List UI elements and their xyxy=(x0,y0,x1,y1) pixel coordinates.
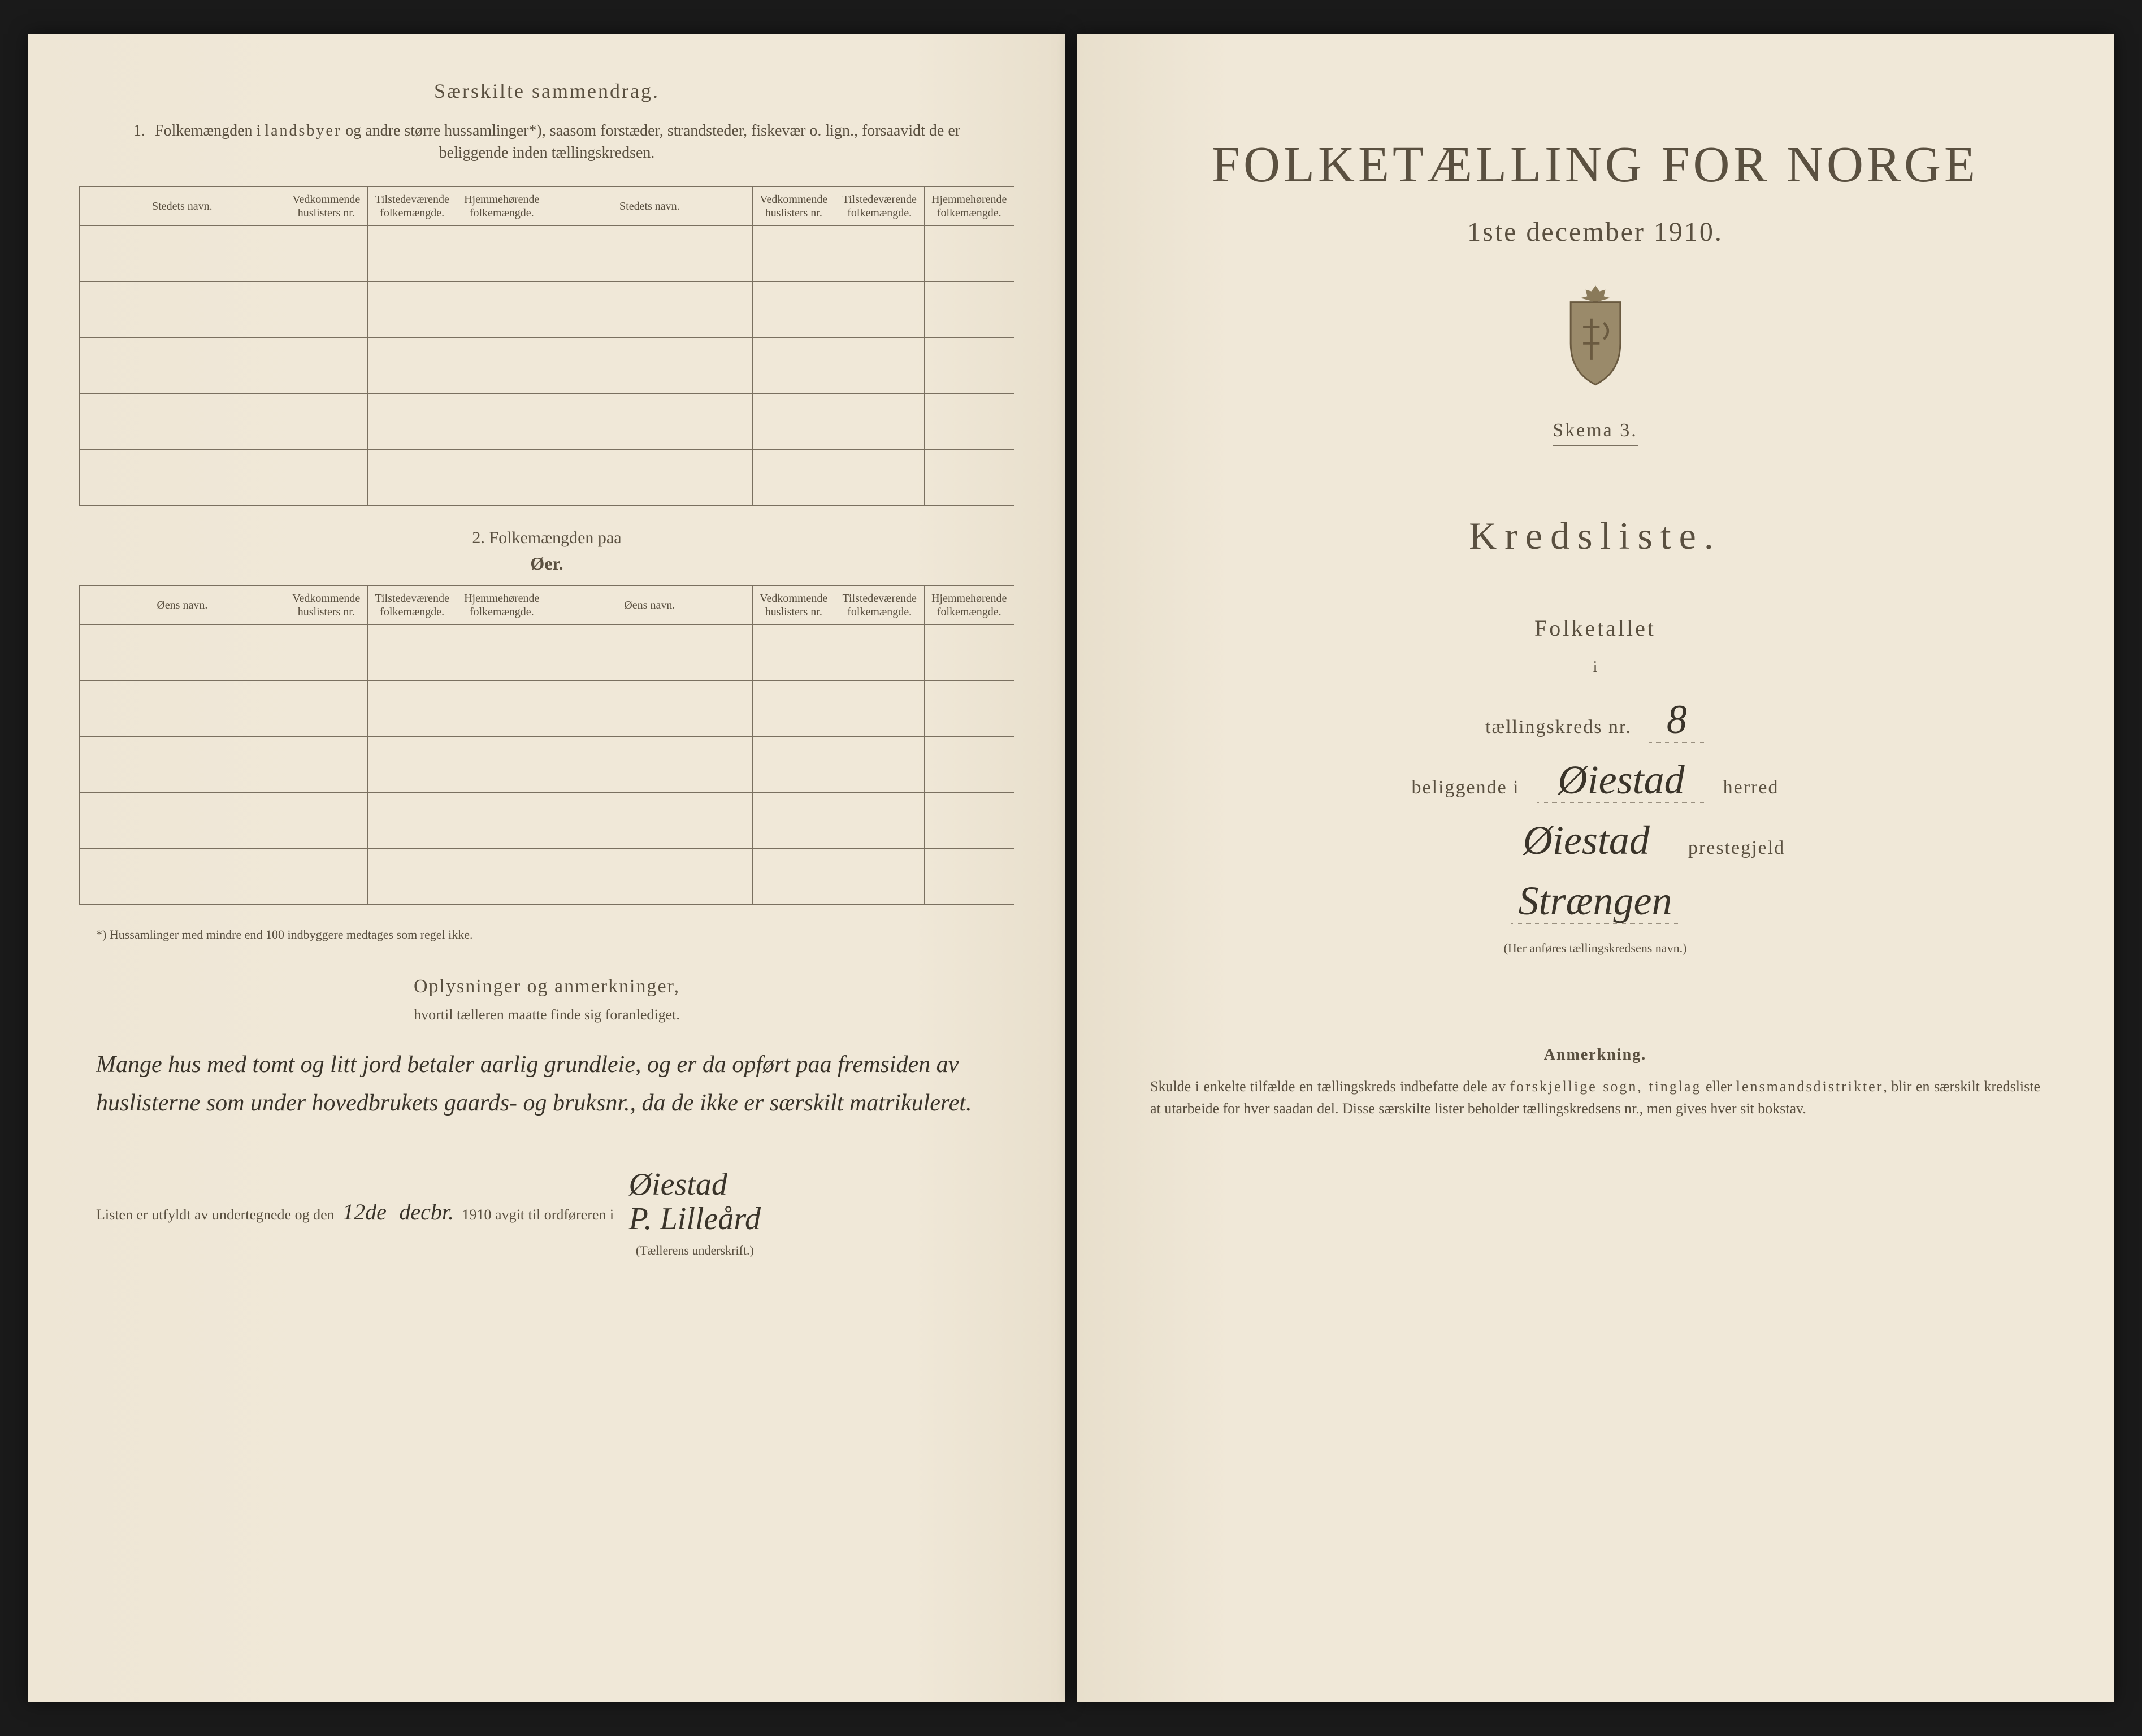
th: Vedkommende huslisters nr. xyxy=(752,586,835,625)
table-1-body xyxy=(80,226,1014,506)
para2: 2. Folkemængden paa xyxy=(79,528,1014,548)
kreds-line: tællingskreds nr. 8 xyxy=(1221,699,1970,743)
table-row xyxy=(80,849,1014,905)
sig-prefix: Listen er utfyldt av undertegnede og den xyxy=(96,1206,335,1223)
kredsliste-heading: Kredsliste. xyxy=(1128,514,2063,558)
table-header-row: Stedets navn. Vedkommende huslisters nr.… xyxy=(80,187,1014,226)
handwritten-remarks: Mange hus med tomt og litt jord betaler … xyxy=(96,1046,998,1122)
sig-month: decbr. xyxy=(394,1199,458,1225)
th: Øens navn. xyxy=(547,586,752,625)
table-row xyxy=(80,625,1014,681)
signature-line: Listen er utfyldt av undertegnede og den… xyxy=(96,1168,998,1265)
th: Stedets navn. xyxy=(80,187,285,226)
para2-text: Folkemængden paa xyxy=(489,528,621,547)
kredsnavn-line: Strængen xyxy=(1221,880,1970,924)
kreds-label: tællingskreds nr. xyxy=(1485,717,1632,738)
table-header-row: Øens navn. Vedkommende huslisters nr. Ti… xyxy=(80,586,1014,625)
th: Stedets navn. xyxy=(547,187,752,226)
th: Tilstedeværende folkemængde. xyxy=(835,586,924,625)
folketallet-label: Folketallet xyxy=(1128,615,2063,641)
th: Tilstedeværende folkemængde. xyxy=(367,586,457,625)
th: Tilstedeværende folkemængde. xyxy=(835,187,924,226)
signature-block: Øiestad P. Lilleård (Tællerens underskri… xyxy=(629,1168,761,1265)
th: Vedkommende huslisters nr. xyxy=(285,187,367,226)
th: Øens navn. xyxy=(80,586,285,625)
kredsnavn-value: Strængen xyxy=(1511,880,1680,924)
i-label: i xyxy=(1128,658,2063,676)
table-row xyxy=(80,450,1014,506)
sig-name: P. Lilleård xyxy=(629,1202,761,1237)
para1-text: Folkemængden i landsbyer og andre større… xyxy=(155,122,960,162)
sig-day: 12de xyxy=(338,1199,391,1225)
table-row xyxy=(80,793,1014,849)
para1-num: 1. xyxy=(133,122,145,140)
th: Tilstedeværende folkemængde. xyxy=(367,187,457,226)
sig-year: 1910 xyxy=(462,1206,492,1223)
right-content: FOLKETÆLLING FOR NORGE 1ste december 191… xyxy=(1128,136,2063,1119)
kredsnavn-note: (Her anføres tællingskredsens navn.) xyxy=(1128,941,2063,956)
table-row xyxy=(80,737,1014,793)
table-row xyxy=(80,394,1014,450)
table-row xyxy=(80,226,1014,282)
remarks-title: Oplysninger og anmerkninger, xyxy=(79,976,1014,997)
skema-label: Skema 3. xyxy=(1553,420,1638,446)
para2-bold: Øer. xyxy=(79,553,1014,574)
sig-place: Øiestad xyxy=(629,1168,761,1203)
kreds-value: 8 xyxy=(1649,699,1705,743)
th: Hjemmehørende folkemængde. xyxy=(457,187,547,226)
main-title: FOLKETÆLLING FOR NORGE xyxy=(1128,136,2063,194)
paragraph-1: 1. Folkemængden i landsbyer og andre stø… xyxy=(107,120,986,164)
footnote: *) Hussamlinger med mindre end 100 indby… xyxy=(96,927,998,942)
right-page: FOLKETÆLLING FOR NORGE 1ste december 191… xyxy=(1077,34,2114,1702)
th: Hjemmehørende folkemængde. xyxy=(924,187,1014,226)
herred-value: Øiestad xyxy=(1537,760,1706,803)
herred-line: beliggende i Øiestad herred xyxy=(1221,760,1970,803)
left-page: Særskilte sammendrag. 1. Folkemængden i … xyxy=(28,34,1065,1702)
table-1: Stedets navn. Vedkommende huslisters nr.… xyxy=(79,186,1014,506)
herred-label: beliggende i xyxy=(1412,777,1520,798)
anmerkning-title: Anmerkning. xyxy=(1128,1046,2063,1064)
remarks-sub: hvortil tælleren maatte finde sig foranl… xyxy=(79,1006,1014,1023)
para2-num: 2. xyxy=(472,528,485,547)
book-spread: Særskilte sammendrag. 1. Folkemængden i … xyxy=(0,0,2142,1736)
table-row xyxy=(80,681,1014,737)
table-row xyxy=(80,282,1014,338)
section-title: Særskilte sammendrag. xyxy=(79,79,1014,103)
date-line: 1ste december 1910. xyxy=(1128,216,2063,248)
table-2: Øens navn. Vedkommende huslisters nr. Ti… xyxy=(79,585,1014,905)
sig-label: (Tællerens underskrift.) xyxy=(629,1237,761,1264)
preste-value: Øiestad xyxy=(1502,820,1671,863)
herred-trail: herred xyxy=(1723,777,1779,798)
preste-trail: prestegjeld xyxy=(1688,837,1785,859)
preste-line: Øiestad prestegjeld xyxy=(1221,820,1970,863)
th: Hjemmehørende folkemængde. xyxy=(924,586,1014,625)
anmerkning-body: Skulde i enkelte tilfælde en tællingskre… xyxy=(1150,1075,2040,1119)
sig-mid: avgit til ordføreren i xyxy=(495,1206,614,1223)
th: Vedkommende huslisters nr. xyxy=(285,586,367,625)
table-2-body xyxy=(80,625,1014,905)
th: Hjemmehørende folkemængde. xyxy=(457,586,547,625)
coat-of-arms-icon xyxy=(1553,281,1638,389)
th: Vedkommende huslisters nr. xyxy=(752,187,835,226)
table-row xyxy=(80,338,1014,394)
